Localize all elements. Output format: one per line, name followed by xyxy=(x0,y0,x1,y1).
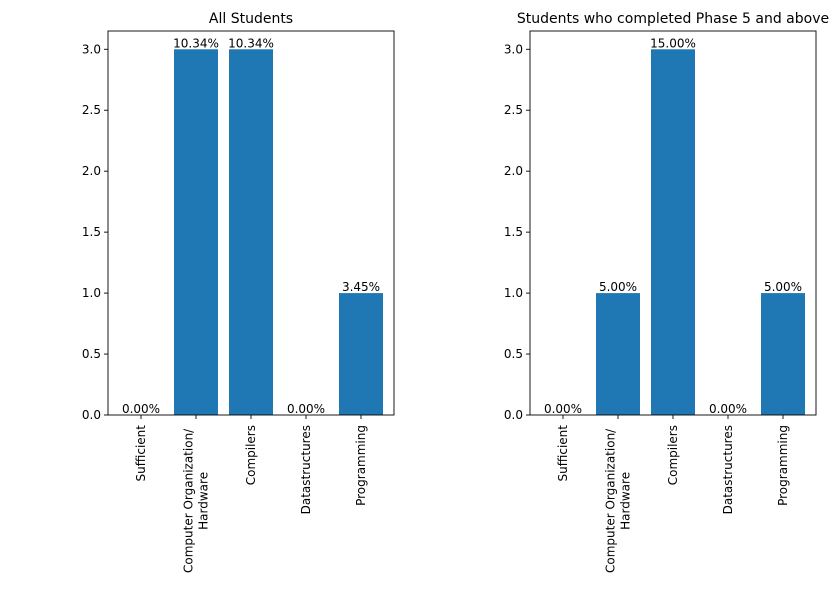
bar-label-3: 0.00% xyxy=(287,402,325,416)
x-tick-label-line: Compilers xyxy=(666,425,680,485)
x-tick-label-line: Datastructures xyxy=(721,425,735,514)
x-tick-label-4: Programming xyxy=(354,425,368,506)
x-tick-label-line: Compilers xyxy=(244,425,258,485)
x-tick-label-line: Programming xyxy=(354,425,368,506)
x-tick-label-line: Computer Organization/ xyxy=(604,428,618,573)
bar-label-4: 5.00% xyxy=(764,280,802,294)
y-tick-label-3: 1.5 xyxy=(504,225,523,239)
bar-label-2: 15.00% xyxy=(650,36,696,50)
y-tick-label-3: 1.5 xyxy=(82,225,101,239)
bar-label-2: 10.34% xyxy=(228,36,274,50)
x-tick-label-1: Computer Organization/Hardware xyxy=(604,428,633,573)
y-tick-label-6: 3.0 xyxy=(82,42,101,56)
bar-label-3: 0.00% xyxy=(709,402,747,416)
y-tick-label-0: 0.0 xyxy=(504,408,523,422)
bar-1 xyxy=(174,49,218,415)
bar-label-1: 5.00% xyxy=(599,280,637,294)
y-tick-label-6: 3.0 xyxy=(504,42,523,56)
chart-all-students: All Students 0.0 0.5 1.0 1.5 2.0 2.5 3.0 Suffici… xyxy=(82,11,395,573)
y-tick-label-2: 1.0 xyxy=(82,286,101,300)
x-tick-label-line: Datastructures xyxy=(299,425,313,514)
x-tick-label-line: Hardware xyxy=(197,472,211,530)
y-tick-label-4: 2.0 xyxy=(82,164,101,178)
y-tick-label-2: 1.0 xyxy=(504,286,523,300)
y-tick-label-0: 0.0 xyxy=(82,408,101,422)
chart-phase5-students: Students who completed Phase 5 and above… xyxy=(504,11,829,573)
x-tick-label-0: Sufficient xyxy=(556,425,570,482)
x-tick-label-line: Sufficient xyxy=(556,425,570,482)
x-tick-label-3: Datastructures xyxy=(721,425,735,514)
bar-1 xyxy=(596,293,640,415)
y-tick-label-4: 2.0 xyxy=(504,164,523,178)
x-tick-label-2: Compilers xyxy=(666,425,680,485)
x-tick-label-1: Computer Organization/Hardware xyxy=(182,428,211,573)
bar-2 xyxy=(651,49,695,415)
x-tick-label-0: Sufficient xyxy=(134,425,148,482)
x-tick-label-3: Datastructures xyxy=(299,425,313,514)
x-tick-label-4: Programming xyxy=(776,425,790,506)
bar-4 xyxy=(339,293,383,415)
y-tick-label-1: 0.5 xyxy=(82,347,101,361)
y-tick-label-5: 2.5 xyxy=(82,103,101,117)
bar-label-1: 10.34% xyxy=(173,36,219,50)
x-tick-label-line: Programming xyxy=(776,425,790,506)
chart-title: Students who completed Phase 5 and above xyxy=(517,11,829,27)
y-tick-label-1: 0.5 xyxy=(504,347,523,361)
x-tick-label-line: Hardware xyxy=(619,472,633,530)
y-tick-label-5: 2.5 xyxy=(504,103,523,117)
bar-label-0: 0.00% xyxy=(544,402,582,416)
bar-4 xyxy=(761,293,805,415)
bar-label-0: 0.00% xyxy=(122,402,160,416)
bar-label-4: 3.45% xyxy=(342,280,380,294)
x-tick-label-2: Compilers xyxy=(244,425,258,485)
bar-2 xyxy=(229,49,273,415)
x-tick-label-line: Computer Organization/ xyxy=(182,428,196,573)
x-tick-label-line: Sufficient xyxy=(134,425,148,482)
chart-title: All Students xyxy=(209,11,293,27)
